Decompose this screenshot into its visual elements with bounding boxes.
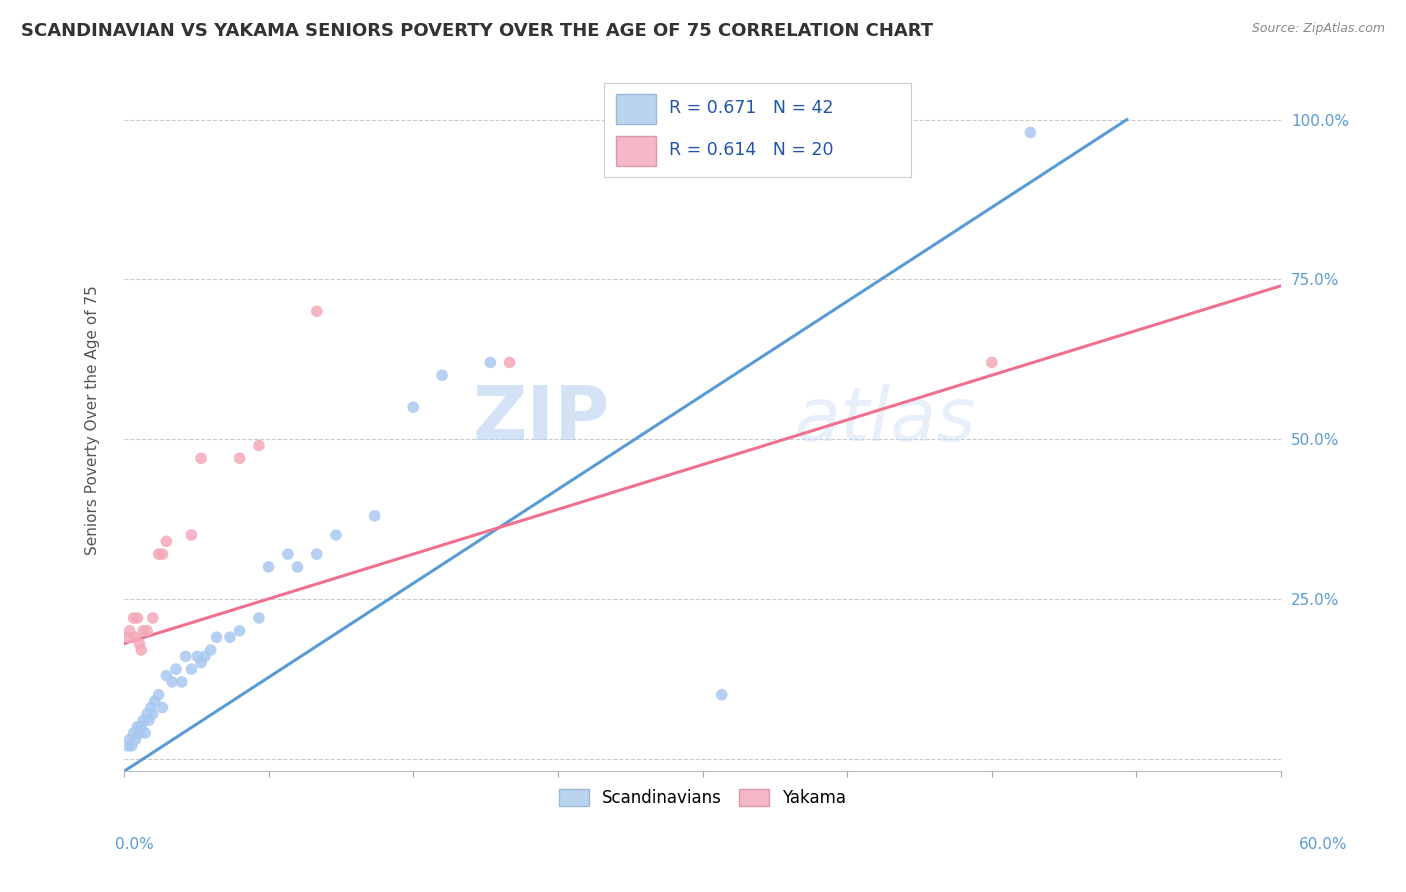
Text: SCANDINAVIAN VS YAKAMA SENIORS POVERTY OVER THE AGE OF 75 CORRELATION CHART: SCANDINAVIAN VS YAKAMA SENIORS POVERTY O… (21, 22, 934, 40)
Point (257, 560, 280, 574)
Point (205, 630, 228, 644)
Point (277, 547, 299, 561)
Text: 0.0%: 0.0% (115, 838, 155, 852)
Point (430, 368, 453, 383)
Point (200, 643, 222, 657)
Point (122, 726, 145, 740)
Point (194, 649, 217, 664)
Point (152, 700, 174, 714)
Point (170, 674, 193, 689)
Point (136, 706, 159, 721)
Point (710, 688, 733, 702)
Point (124, 630, 146, 644)
Point (498, 355, 520, 369)
Point (190, 656, 212, 670)
Text: atlas: atlas (794, 384, 976, 456)
Point (117, 630, 139, 644)
Point (143, 694, 166, 708)
Point (124, 732, 146, 747)
Point (132, 624, 155, 638)
Point (219, 630, 242, 644)
Point (165, 662, 187, 676)
Point (1019, 125, 1042, 139)
Point (138, 713, 160, 727)
Point (128, 637, 150, 651)
Point (186, 649, 208, 664)
Point (139, 700, 162, 714)
Point (174, 649, 197, 664)
Point (134, 726, 156, 740)
Point (980, 355, 1002, 369)
Point (122, 611, 145, 625)
Legend: Scandinavians, Yakama: Scandinavians, Yakama (551, 780, 855, 816)
Point (247, 611, 270, 625)
Point (118, 732, 141, 747)
Point (325, 528, 347, 542)
Point (160, 674, 183, 689)
Text: ZIP: ZIP (472, 384, 610, 457)
Point (121, 739, 143, 753)
Point (117, 739, 139, 753)
Point (305, 547, 328, 561)
Text: 60.0%: 60.0% (1299, 838, 1347, 852)
Point (228, 451, 250, 466)
Point (479, 355, 502, 369)
Point (247, 438, 270, 452)
Point (142, 611, 165, 625)
Point (152, 547, 174, 561)
Point (127, 720, 149, 734)
Point (132, 713, 155, 727)
Point (127, 611, 149, 625)
Point (129, 643, 152, 657)
Point (228, 624, 250, 638)
Point (190, 451, 212, 466)
Point (363, 508, 385, 523)
Point (180, 528, 202, 542)
Text: Source: ZipAtlas.com: Source: ZipAtlas.com (1251, 22, 1385, 36)
Point (148, 688, 170, 702)
Point (287, 560, 309, 574)
Point (148, 547, 170, 561)
Point (118, 624, 141, 638)
Point (136, 624, 159, 638)
Point (402, 400, 425, 414)
Point (128, 726, 150, 740)
Point (142, 706, 165, 721)
Point (155, 668, 177, 682)
Point (155, 534, 177, 549)
Y-axis label: Seniors Poverty Over the Age of 75: Seniors Poverty Over the Age of 75 (86, 285, 100, 555)
Point (180, 662, 202, 676)
Point (305, 304, 328, 318)
Point (129, 720, 152, 734)
